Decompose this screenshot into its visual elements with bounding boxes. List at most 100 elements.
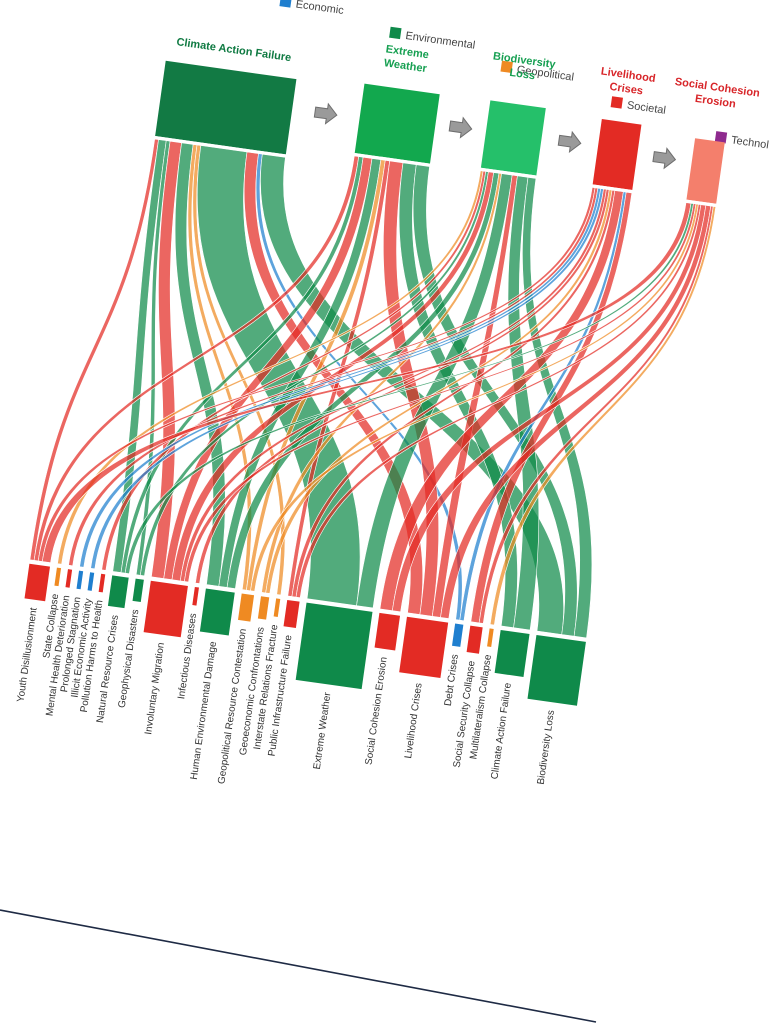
target-node-public-infrastructure-failure xyxy=(283,599,300,629)
target-label-social-cohesion-erosion: Social Cohesion Erosion xyxy=(364,656,390,765)
target-node-gap xyxy=(276,594,281,598)
source-node-gap xyxy=(686,199,717,207)
source-title-climate-action-failure: Climate Action Failure xyxy=(176,36,292,64)
flow-arrow-icon xyxy=(557,130,582,153)
source-node-gap xyxy=(154,136,286,158)
target-node-climate-action-failure xyxy=(494,629,530,677)
flow-link-social-cohesion-erosion-to-involuntary-migration xyxy=(184,203,697,583)
target-node-gap xyxy=(206,584,236,592)
target-node-gap xyxy=(379,608,401,615)
target-node-illicit-economic-activity xyxy=(87,572,95,591)
target-node-gap xyxy=(455,619,464,624)
nodes-layer xyxy=(24,60,725,706)
target-node-biodiversity-loss xyxy=(527,634,586,706)
target-node-gap xyxy=(68,565,73,569)
target-label-youth-disillusionment: Youth Disillusionment xyxy=(16,607,40,703)
legend-swatch-societal xyxy=(610,96,624,109)
flow-link-livelihood-crises-to-mental-health-deterioration xyxy=(68,187,599,567)
flow-link-livelihood-crises-to-infectious-diseases xyxy=(195,189,610,584)
source-node-livelihood-crises xyxy=(592,119,642,190)
target-node-social-cohesion-erosion xyxy=(374,612,401,651)
source-node-social-cohesion-erosion xyxy=(686,138,725,204)
target-node-gap xyxy=(489,624,495,628)
target-node-interstate-relations-fracture xyxy=(273,598,281,617)
target-node-gap xyxy=(261,592,270,597)
target-node-social-security-collapse xyxy=(466,625,483,654)
target-label-climate-action-failure: Climate Action Failure xyxy=(489,682,513,780)
target-node-gap xyxy=(29,559,51,566)
source-title-biodiversity-loss: Loss xyxy=(509,67,536,82)
target-label-debt-crises: Debt Crises xyxy=(443,654,461,707)
target-node-gap xyxy=(150,576,189,585)
legend-label-technological: Technological xyxy=(730,134,769,155)
legend-label-economic: Economic xyxy=(295,0,345,17)
flow-link-social-cohesion-erosion-to-social-security-collapse xyxy=(478,205,714,624)
links-layer xyxy=(29,138,717,639)
target-label-livelihood-crises: Livelihood Crises xyxy=(403,682,424,759)
legend-swatch-geopolitical xyxy=(500,60,513,74)
target-label-biodiversity-loss: Biodiversity Loss xyxy=(536,709,557,785)
target-label-geophysical-disasters: Geophysical Disasters xyxy=(117,609,142,709)
target-node-geoeconomic-confrontations xyxy=(257,596,270,620)
source-node-gap xyxy=(480,167,537,179)
target-node-state-collapse xyxy=(54,567,62,587)
target-node-human-environmental-damage xyxy=(199,588,235,636)
source-node-extreme-weather xyxy=(354,83,440,164)
target-node-youth-disillusionment xyxy=(24,563,51,602)
source-node-gap xyxy=(354,152,430,167)
legend-label-societal: Societal xyxy=(626,99,666,116)
target-node-infectious-diseases xyxy=(192,586,199,606)
target-node-gap xyxy=(407,612,449,622)
flow-link-social-cohesion-erosion-to-multilateralism-collapse xyxy=(489,206,717,626)
target-node-gap xyxy=(500,625,531,634)
target-node-gap xyxy=(101,569,106,574)
target-node-gap xyxy=(194,583,200,587)
target-node-gap xyxy=(241,589,255,595)
target-node-multilateralism-collapse xyxy=(487,628,494,647)
source-title-livelihood-crises: Livelihood xyxy=(600,66,656,86)
target-node-extreme-weather xyxy=(295,602,373,690)
target-node-livelihood-crises xyxy=(399,616,449,679)
flow-link-social-cohesion-erosion-to-geopolitical-resource-contestation xyxy=(250,203,699,592)
source-title-livelihood-crises: Crises xyxy=(609,81,644,98)
flow-link-biodiversity-loss-to-climate-action-failure xyxy=(507,175,540,631)
flow-link-biodiversity-loss-to-human-environmental-damage xyxy=(226,172,500,589)
legend-swatch-technological xyxy=(714,131,728,144)
target-node-gap xyxy=(470,621,484,627)
flow-link-social-cohesion-erosion-to-natural-resource-crises xyxy=(124,202,694,575)
target-node-natural-resource-crises xyxy=(107,575,129,609)
target-node-gap xyxy=(112,571,130,577)
flow-link-biodiversity-loss-to-pollution-harms-to-health xyxy=(101,170,487,571)
target-label-involuntary-migration: Involuntary Migration xyxy=(143,642,167,735)
rotated-chart-group: EconomicEnvironmentalGeopoliticalSocieta… xyxy=(16,0,769,785)
target-node-mental-health-deterioration xyxy=(65,569,73,588)
target-node-involuntary-migration xyxy=(143,580,188,638)
source-node-gap xyxy=(592,184,633,193)
target-node-gap xyxy=(287,595,301,601)
source-title-social-cohesion-erosion: Erosion xyxy=(694,93,736,111)
target-node-pollution-harms-to-health xyxy=(98,573,106,593)
flow-link-social-cohesion-erosion-to-social-cohesion-erosion xyxy=(392,204,707,613)
target-node-gap xyxy=(536,631,587,641)
flow-arrow-icon xyxy=(313,102,338,125)
target-node-gap xyxy=(57,563,62,568)
target-label-extreme-weather: Extreme Weather xyxy=(312,691,334,770)
flow-arrow-icon xyxy=(448,116,473,139)
legend-swatch-economic xyxy=(279,0,292,8)
target-node-geophysical-disasters xyxy=(132,578,144,602)
target-node-geopolitical-resource-contestation xyxy=(237,593,255,622)
target-node-gap xyxy=(79,566,84,571)
flow-arrow-icon xyxy=(652,147,677,170)
target-node-debt-crises xyxy=(452,623,464,647)
source-title-extreme-weather: Extreme xyxy=(385,43,430,61)
page-edge-line xyxy=(0,909,597,1023)
target-node-prolonged-stagnation xyxy=(76,570,84,590)
target-node-gap xyxy=(135,574,145,579)
source-node-climate-action-failure xyxy=(155,60,297,155)
target-node-gap xyxy=(90,568,95,572)
target-label-human-environmental-damage: Human Environmental Damage xyxy=(189,640,219,780)
source-node-biodiversity-loss xyxy=(480,100,546,176)
target-node-gap xyxy=(306,598,374,611)
